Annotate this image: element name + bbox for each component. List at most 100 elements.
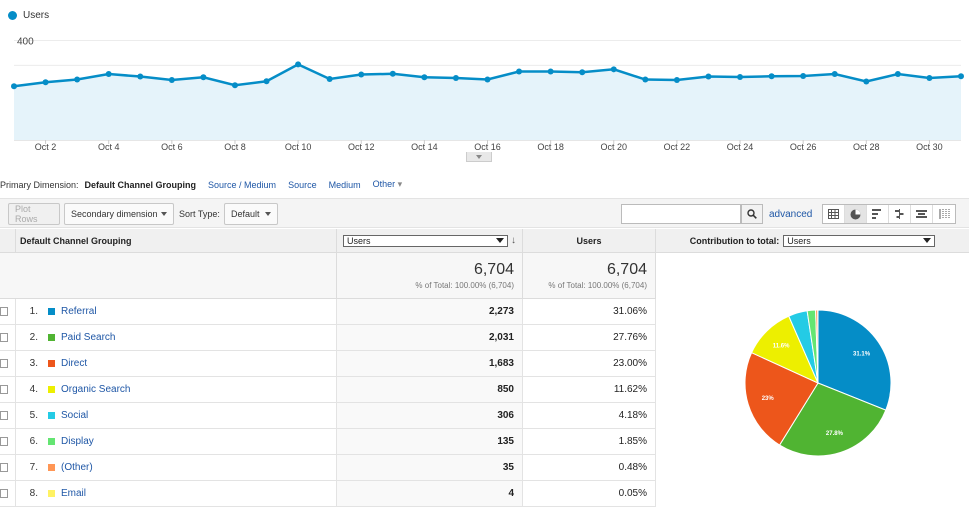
data-point[interactable] [200,74,207,81]
x-tick-label: Oct 20 [601,142,628,152]
plot-rows-button[interactable]: Plot Rows [8,203,60,225]
data-point[interactable] [263,78,270,85]
select-all-header[interactable] [0,229,16,253]
data-point[interactable] [105,71,112,78]
table-row[interactable]: 8. Email 4 0.05% [0,481,656,507]
sort-descending-icon[interactable]: ↓ [511,235,516,246]
row-dimension-cell [16,455,337,480]
search-icon [747,209,757,219]
data-point[interactable] [11,83,17,90]
data-point[interactable] [231,82,238,89]
data-point[interactable] [610,66,617,73]
series-color-swatch [48,481,56,506]
row-channel-link[interactable]: Organic Search [61,384,131,395]
dimension-source-medium[interactable]: Source / Medium [208,179,277,190]
row-index: 6. [29,436,38,447]
row-channel-link[interactable]: Social [61,410,89,421]
row-checkbox[interactable] [0,299,16,324]
data-point[interactable] [737,74,744,81]
data-point[interactable] [642,76,649,83]
row-index: 1. [29,306,38,317]
pie-view-icon[interactable] [845,205,867,223]
table-row[interactable]: 6. Display 135 1.85% [0,429,656,455]
data-point[interactable] [926,75,933,82]
row-users-value: 4 [337,481,523,506]
data-point[interactable] [421,74,428,81]
data-point[interactable] [958,73,964,80]
data-point[interactable] [452,75,459,82]
x-tick-label: Oct 10 [285,142,312,152]
data-point[interactable] [74,76,81,83]
data-point[interactable] [137,73,144,80]
table-row[interactable]: 2. Paid Search 2,031 27.76% [0,325,656,351]
table-view-icon[interactable] [823,205,845,223]
row-checkbox[interactable] [0,429,16,454]
performance-view-icon[interactable] [867,205,889,223]
x-tick-label: Oct 6 [161,142,183,152]
contribution-select[interactable]: Users [783,234,936,247]
data-point[interactable] [800,73,807,80]
table-row[interactable]: 5. Social 306 4.18% [0,403,656,429]
table-row[interactable]: 3. Direct 1,683 23.00% [0,351,656,377]
data-point[interactable] [894,71,901,78]
row-checkbox[interactable] [0,455,16,480]
x-tick-label: Oct 22 [664,142,691,152]
pie-slice[interactable] [817,309,892,411]
contribution-column-header: Contribution to total: Users [656,229,969,253]
data-point[interactable] [863,78,870,85]
secondary-dimension-dropdown[interactable]: Secondary dimension [64,203,174,225]
row-checkbox[interactable] [0,403,16,428]
table-search-input[interactable] [621,204,741,224]
advanced-filter-link[interactable]: advanced [769,209,813,220]
comparison-view-icon[interactable] [889,205,911,223]
sort-type-value: Default [231,209,260,219]
row-checkbox[interactable] [0,377,16,402]
row-users-percent: 31.06% [523,299,656,324]
row-channel-link[interactable]: Referral [61,306,97,317]
total-users-subtext-2: % of Total: 100.00% (6,704) [548,281,647,290]
data-point[interactable] [168,77,175,84]
data-point[interactable] [295,61,302,68]
pie-slice[interactable] [778,382,887,457]
term-cloud-view-icon[interactable] [911,205,933,223]
search-button[interactable] [741,204,763,224]
pie-slice[interactable] [744,352,819,446]
row-channel-link[interactable]: Email [61,488,87,499]
table-row[interactable]: 7. (Other) 35 0.48% [0,455,656,481]
series-color-swatch [48,325,56,350]
x-tick-label: Oct 24 [727,142,754,152]
data-point[interactable] [547,68,554,75]
sort-type-dropdown[interactable]: Default [224,203,278,225]
metric-select[interactable]: Users [343,234,508,247]
data-point[interactable] [516,68,523,75]
row-channel-link[interactable]: (Other) [61,462,93,473]
table-row[interactable]: 1. Referral 2,273 31.06% [0,299,656,325]
row-checkbox[interactable] [0,325,16,350]
data-point[interactable] [705,73,712,80]
data-point[interactable] [358,71,365,78]
dimension-source[interactable]: Source [288,179,317,190]
data-point[interactable] [579,69,586,76]
row-channel-link[interactable]: Display [61,436,94,447]
row-channel-link[interactable]: Direct [61,358,88,369]
dimension-other-dropdown[interactable]: Other [373,179,403,190]
row-users-percent: 4.18% [523,403,656,428]
dimension-medium[interactable]: Medium [328,179,361,190]
checkbox-icon [0,307,8,316]
row-checkbox[interactable] [0,481,16,506]
users-column-header[interactable]: Users [523,229,656,253]
row-channel-link[interactable]: Paid Search [61,332,116,343]
data-point[interactable] [42,79,49,86]
dimension-column-header[interactable]: Default Channel Grouping [16,229,337,253]
data-point[interactable] [831,71,838,78]
data-point[interactable] [389,70,396,77]
pivot-view-icon[interactable] [933,205,955,223]
data-point[interactable] [673,77,680,84]
data-point[interactable] [768,73,775,80]
data-point[interactable] [326,76,333,83]
chart-resize-handle[interactable] [466,152,492,162]
row-checkbox[interactable] [0,351,16,376]
series-color-swatch [48,351,56,376]
data-point[interactable] [484,76,491,83]
table-row[interactable]: 4. Organic Search 850 11.62% [0,377,656,403]
